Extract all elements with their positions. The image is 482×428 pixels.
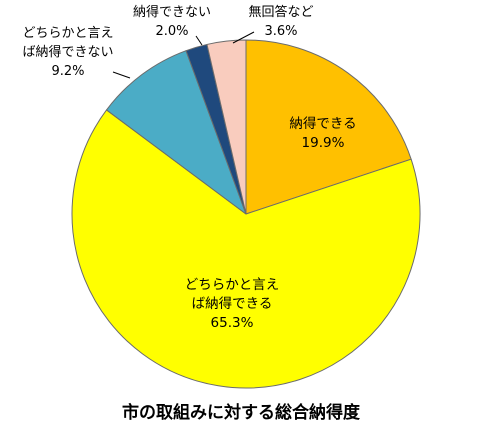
slice-value-label: 3.6% (264, 24, 297, 39)
slice-name-label: どちらかと言え (22, 26, 113, 41)
chart-title: 市の取組みに対する総合納得度 (122, 402, 361, 423)
leader-lines (112, 31, 255, 79)
slice-name-label: 納得できない (133, 4, 211, 20)
leader-line-4 (195, 35, 203, 46)
pie-slice-1 (245, 39, 412, 215)
slice-labels: 納得できる 19.9%どちらかと言えば納得できる 65.3%どちらかと言えば納得でき… (22, 4, 356, 331)
slice-name-label: 納得できる (289, 115, 356, 132)
leader-line-5 (232, 31, 255, 44)
slice-name-label: どちらかと言え (185, 277, 280, 293)
pie-slice-5 (206, 39, 247, 215)
slice-name-label: ば納得できない (22, 44, 113, 60)
slice-name-label: 無回答など (248, 4, 313, 20)
slice-label-2: どちらかと言えば納得できる 65.3% (185, 277, 280, 331)
pie-slice-3 (106, 50, 247, 215)
slice-value-label: 9.2% (51, 64, 84, 79)
pie-slices (71, 39, 421, 389)
slice-label-3: どちらかと言えば納得できない 9.2% (22, 26, 113, 79)
slice-label-5: 無回答など 3.6% (248, 4, 313, 39)
slice-value-label: 19.9% (302, 135, 345, 151)
leader-line-3 (112, 71, 131, 79)
slice-value-label: 2.0% (155, 24, 188, 39)
slice-label-1: 納得できる 19.9% (289, 115, 356, 151)
slice-name-label: ば納得できる (192, 295, 273, 312)
pie-slice-2 (71, 109, 421, 389)
slice-value-label: 65.3% (211, 315, 254, 331)
slice-label-4: 納得できない 2.0% (133, 4, 211, 39)
